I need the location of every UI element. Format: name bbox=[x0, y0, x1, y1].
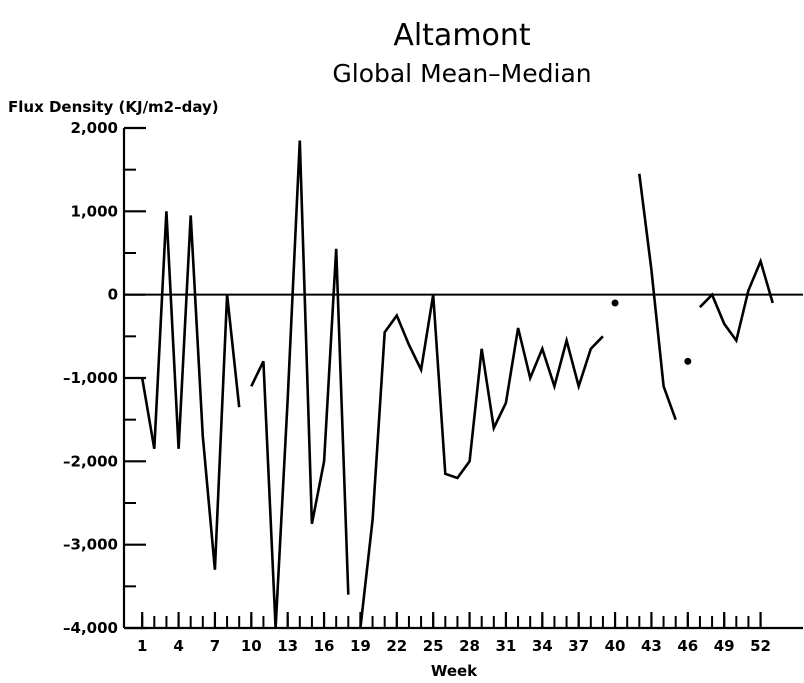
axes bbox=[122, 128, 803, 630]
x-tick-label: 49 bbox=[714, 637, 735, 655]
x-tick-label: 1 bbox=[137, 637, 147, 655]
y-axis-label: Flux Density (KJ/m2–day) bbox=[8, 98, 219, 116]
y-tick-label: –4,000 bbox=[63, 619, 118, 637]
y-tick-label: 1,000 bbox=[71, 202, 118, 220]
x-tick-label: 31 bbox=[496, 637, 517, 655]
y-tick-label: –1,000 bbox=[63, 369, 118, 387]
y-tick-label: –2,000 bbox=[63, 452, 118, 470]
x-tick-label: 34 bbox=[532, 637, 553, 655]
x-tick-label: 16 bbox=[314, 637, 335, 655]
x-tick-label: 43 bbox=[641, 637, 662, 655]
data-point bbox=[611, 299, 619, 307]
x-ticks: 1 4 7 10 13 16 19 22 25 28 31 34 37 40 43 46 49 52 bbox=[137, 612, 771, 655]
x-tick-label: 7 bbox=[210, 637, 220, 655]
data-point bbox=[684, 357, 692, 365]
series-line-segment bbox=[250, 140, 350, 629]
series-line-segment bbox=[638, 173, 677, 421]
x-tick-label: 4 bbox=[173, 637, 183, 655]
chart-subtitle: Global Mean–Median bbox=[332, 59, 591, 88]
x-tick-label: 40 bbox=[605, 637, 626, 655]
x-axis-label: Week bbox=[431, 662, 478, 680]
x-tick-label: 46 bbox=[677, 637, 698, 655]
x-tick-label: 22 bbox=[386, 637, 407, 655]
x-tick-label: 19 bbox=[350, 637, 371, 655]
series-line-segment bbox=[698, 257, 774, 344]
y-tick-label: 2,000 bbox=[71, 119, 118, 137]
series-line-segment bbox=[140, 211, 241, 570]
chart-title: Altamont bbox=[393, 18, 531, 53]
data-series bbox=[140, 140, 774, 629]
y-ticks: 2,000 1,000 0 –1,000 –2,000 –3,000 –4,000 bbox=[63, 119, 146, 637]
x-tick-label: 25 bbox=[423, 637, 444, 655]
x-tick-label: 37 bbox=[568, 637, 589, 655]
series-line-segment bbox=[359, 294, 604, 629]
x-tick-label: 28 bbox=[459, 637, 480, 655]
x-tick-label: 13 bbox=[277, 637, 298, 655]
y-tick-label: –3,000 bbox=[63, 536, 118, 554]
x-tick-label: 52 bbox=[750, 637, 771, 655]
x-tick-label: 10 bbox=[241, 637, 262, 655]
y-tick-label: 0 bbox=[108, 286, 118, 304]
